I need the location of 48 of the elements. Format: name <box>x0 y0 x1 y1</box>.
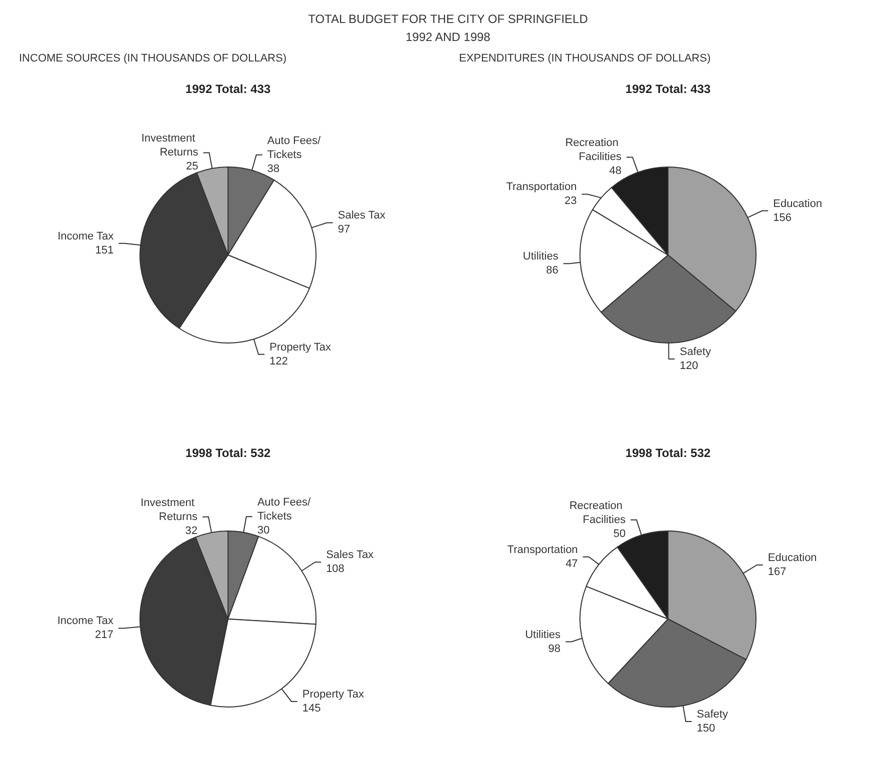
slice-label: Income Tax <box>58 230 114 242</box>
slice-label: Transportation <box>507 544 578 556</box>
data-label: 38 <box>267 162 280 175</box>
chart-title: 1998 Total: 532 <box>185 446 271 460</box>
chart-subtitle: EXPENDITURES (IN THOUSANDS OF DOLLARS) <box>459 52 711 64</box>
data-label: 50 <box>613 528 626 540</box>
data-label: 156 <box>773 212 792 224</box>
slice-label: Investment Returns <box>140 496 198 523</box>
data-label: 151 <box>95 244 114 256</box>
data-label: 47 <box>566 558 578 570</box>
data-label: 25 <box>186 160 198 173</box>
slice-label: Property Tax <box>302 688 364 700</box>
text: 1992 AND 1998 <box>404 30 492 44</box>
slice-label: Safety <box>680 346 712 358</box>
slice-label: Auto Fees/Tickets <box>257 496 312 523</box>
slice-label: Auto Fees/Tickets <box>267 134 322 161</box>
data-label: 120 <box>680 360 698 372</box>
chart-subtitle: INCOME SOURCES (IN THOUSANDS OF DOLLARS) <box>19 52 286 64</box>
data-label: 167 <box>768 566 786 578</box>
text: TOTAL BUDGET FOR THE CITY OF SPRINGFIELD <box>307 12 589 26</box>
slice-label: Utilities <box>525 628 562 641</box>
slice-label: Education <box>773 198 822 210</box>
data-label: 30 <box>257 524 270 537</box>
data-label: 122 <box>269 355 288 368</box>
data-label: 23 <box>564 195 577 208</box>
data-label: 98 <box>548 642 561 655</box>
data-label: 32 <box>185 524 198 537</box>
slice-label: Sales Tax <box>338 210 386 222</box>
slice-label: Safety <box>696 708 728 720</box>
slice-label: Income Tax <box>57 615 114 628</box>
data-label: 150 <box>696 722 716 734</box>
slice-label: Transportation <box>506 181 577 194</box>
slice-label: Education <box>768 552 817 564</box>
data-label: 217 <box>95 629 114 642</box>
slice-label: Recreation Facilities <box>569 500 626 526</box>
data-label: 97 <box>338 224 350 236</box>
data-label: 108 <box>326 563 344 576</box>
slice-label: Sales Tax <box>326 549 374 562</box>
chart-title: 1992 Total: 433 <box>185 82 271 96</box>
slice-label: Investment Returns <box>141 132 199 159</box>
slice-label: Property Tax <box>269 341 332 354</box>
data-label: 145 <box>302 702 321 714</box>
slice-label: Recreation Facilities <box>565 137 622 164</box>
chart-title: 1992 Total: 433 <box>625 82 711 96</box>
chart-title: 1998 Total: 532 <box>625 446 711 460</box>
data-label: 86 <box>546 264 558 277</box>
slice-label: Utilities <box>522 250 559 263</box>
data-label: 48 <box>609 165 622 178</box>
